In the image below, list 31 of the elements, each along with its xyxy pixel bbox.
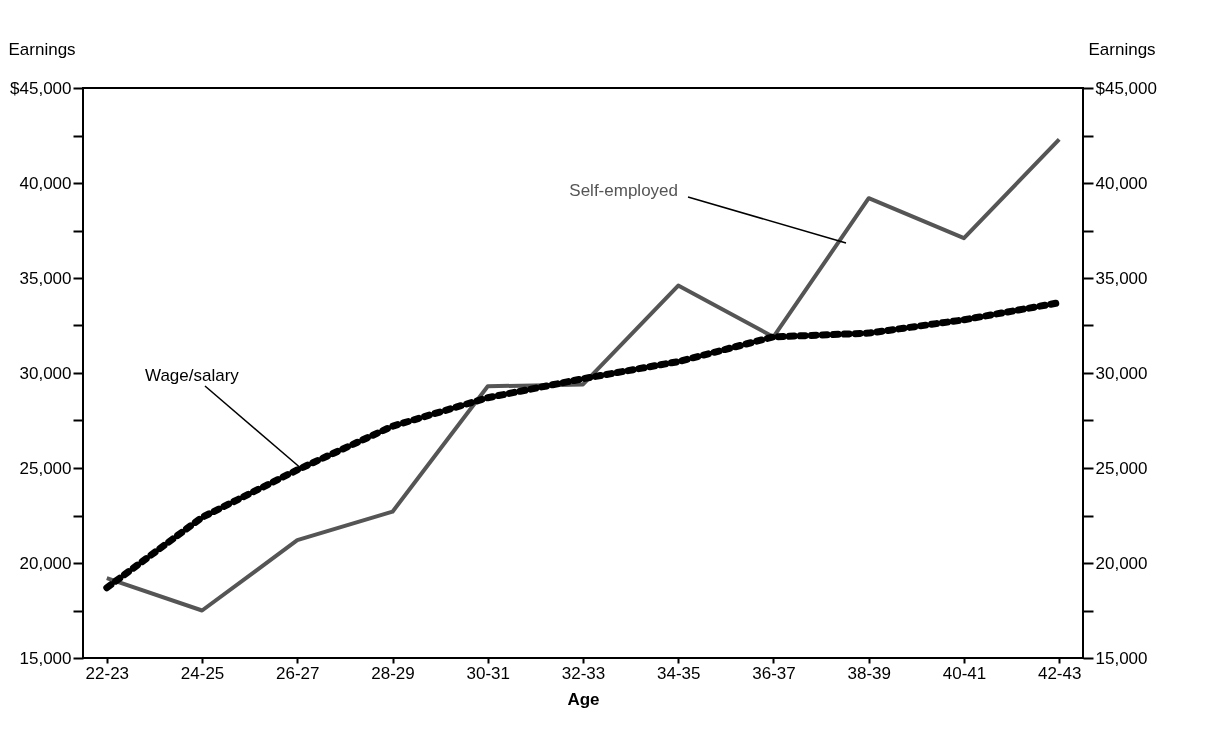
- y2-tick-label: 30,000: [1095, 363, 1148, 383]
- y-tick-label: 20,000: [19, 553, 72, 573]
- y-tick-label: 25,000: [19, 458, 72, 478]
- x-tick-label: 34-35: [657, 663, 701, 683]
- text: Wage/salary: [145, 366, 240, 385]
- line-series: [104, 137, 1062, 613]
- y2-tick-label: 15,000: [1095, 648, 1148, 668]
- y-tick-label: 15,000: [19, 648, 72, 668]
- y-axis-title: Earnings: [8, 39, 76, 59]
- y2-tick-label: 20,000: [1095, 553, 1148, 573]
- x-tick-label: 28-29: [371, 663, 415, 683]
- x-tick-label: 40-41: [942, 663, 987, 683]
- y-tick-label: $45,000: [10, 78, 72, 98]
- y2-tick-label: 25,000: [1095, 458, 1148, 478]
- y2-tick-label: 35,000: [1095, 268, 1148, 288]
- y2-axis-title: Earnings: [1088, 39, 1156, 59]
- x-tick-label: 38-39: [847, 663, 891, 683]
- y-tick-label: 40,000: [19, 173, 72, 193]
- x-tick-label: 22-23: [85, 663, 130, 683]
- text: Self-employed: [569, 181, 678, 200]
- y-tick-label: 30,000: [19, 363, 72, 383]
- x-axis-title: Age: [567, 689, 600, 709]
- x-tick-label: 30-31: [466, 663, 510, 683]
- x-tick-label: 36-37: [752, 663, 796, 683]
- x-tick-label: 42-43: [1037, 663, 1082, 683]
- y2-tick-label: $45,000: [1095, 78, 1157, 98]
- x-tick-label: 26-27: [276, 663, 320, 683]
- x-tick-label: 32-33: [561, 663, 606, 683]
- y-tick-label: 35,000: [19, 268, 72, 288]
- y2-tick-label: 40,000: [1095, 173, 1148, 193]
- x-tick-label: 24-25: [180, 663, 225, 683]
